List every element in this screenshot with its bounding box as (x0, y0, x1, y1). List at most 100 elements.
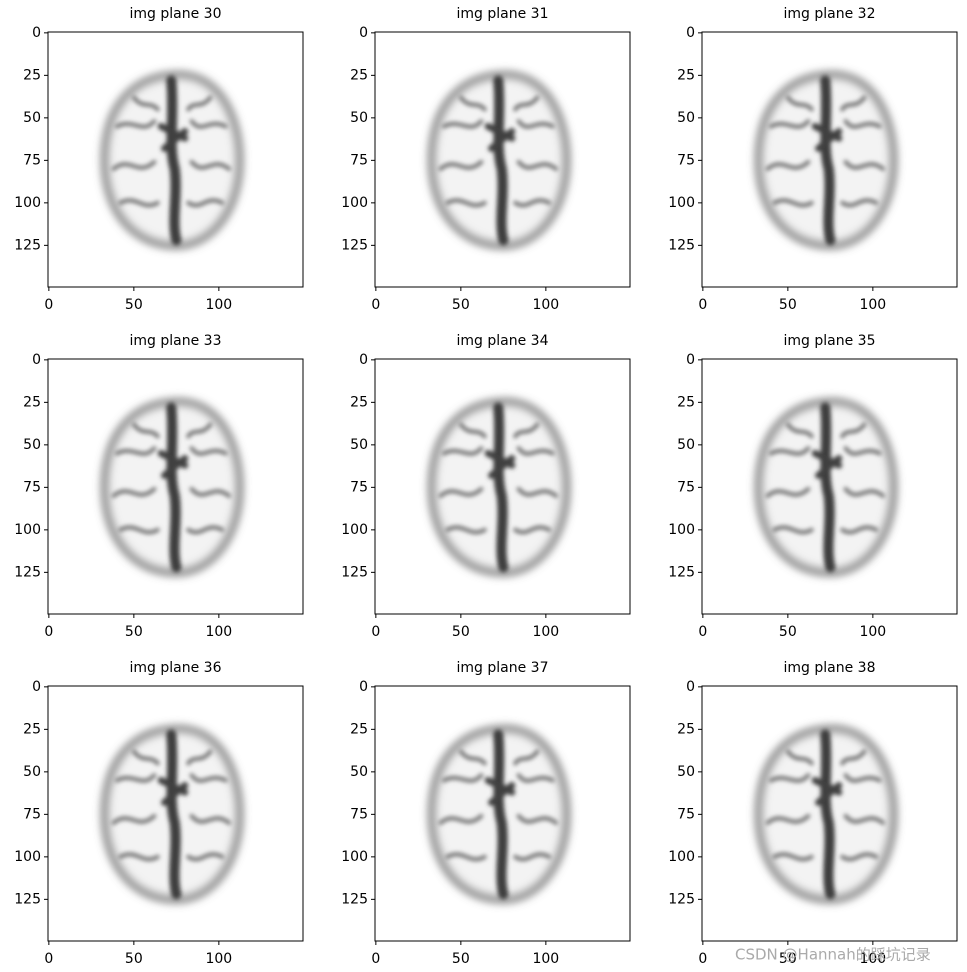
brain-image (432, 729, 566, 899)
x-tick-label: 100 (205, 297, 232, 313)
x-tick-label: 0 (698, 297, 707, 313)
y-tick-label: 75 (23, 479, 41, 495)
y-tick-label: 100 (668, 522, 695, 538)
x-tick-label: 100 (205, 624, 232, 640)
axes-frame (47, 685, 304, 942)
y-tick-label: 0 (359, 679, 368, 695)
y-tick-label: 0 (359, 25, 368, 41)
y-tick-label: 50 (677, 764, 695, 780)
y-tick-label: 50 (23, 437, 41, 453)
x-tick-label: 50 (452, 297, 470, 313)
axes-frame (701, 358, 958, 615)
axes-frame (701, 31, 958, 288)
y-tick-label: 50 (350, 110, 368, 126)
subplot-title: img plane 38 (784, 660, 876, 676)
x-tick-label: 100 (859, 297, 886, 313)
x-tick-label: 100 (532, 297, 559, 313)
y-tick-label: 100 (341, 849, 368, 865)
y-tick-label: 25 (677, 394, 695, 410)
subplot-title: img plane 30 (130, 6, 222, 22)
y-tick-label: 25 (23, 721, 41, 737)
axes-frame (374, 31, 631, 288)
y-tick-label: 125 (668, 564, 695, 580)
y-tick-label: 0 (686, 25, 695, 41)
x-tick-label: 0 (371, 297, 380, 313)
brain-image (105, 729, 239, 899)
x-tick-label: 50 (452, 624, 470, 640)
x-tick-label: 0 (371, 624, 380, 640)
y-tick-label: 75 (350, 152, 368, 168)
y-tick-label: 100 (14, 522, 41, 538)
axes-frame (374, 358, 631, 615)
y-tick-label: 75 (677, 479, 695, 495)
y-tick-label: 75 (350, 479, 368, 495)
x-tick-label: 50 (125, 297, 143, 313)
brain-image (759, 402, 893, 572)
y-tick-label: 125 (668, 237, 695, 253)
subplot-title: img plane 37 (457, 660, 549, 676)
brain-image (759, 75, 893, 245)
x-tick-label: 0 (44, 951, 53, 967)
brain-image (105, 75, 239, 245)
y-tick-label: 0 (686, 679, 695, 695)
y-tick-label: 50 (350, 437, 368, 453)
y-tick-label: 25 (350, 67, 368, 83)
brain-image (759, 729, 893, 899)
x-tick-label: 50 (779, 624, 797, 640)
subplot-title: img plane 32 (784, 6, 876, 22)
axes-frame (47, 358, 304, 615)
x-tick-label: 50 (779, 297, 797, 313)
y-tick-label: 125 (14, 891, 41, 907)
y-tick-label: 50 (677, 110, 695, 126)
y-tick-label: 125 (668, 891, 695, 907)
y-tick-label: 100 (668, 849, 695, 865)
subplot-title: img plane 33 (130, 333, 222, 349)
y-tick-label: 75 (23, 152, 41, 168)
watermark: CSDN @Hannah的踩坑记录 (735, 946, 931, 964)
x-tick-label: 100 (532, 951, 559, 967)
y-tick-label: 75 (677, 152, 695, 168)
subplot-title: img plane 35 (784, 333, 876, 349)
y-tick-label: 0 (32, 679, 41, 695)
y-tick-label: 0 (686, 352, 695, 368)
brain-image (432, 402, 566, 572)
y-tick-label: 125 (341, 564, 368, 580)
y-tick-label: 75 (677, 806, 695, 822)
x-tick-label: 100 (859, 951, 886, 967)
y-tick-label: 125 (341, 891, 368, 907)
y-tick-label: 75 (23, 806, 41, 822)
y-tick-label: 25 (23, 394, 41, 410)
x-tick-label: 0 (44, 297, 53, 313)
x-tick-label: 0 (44, 624, 53, 640)
y-tick-label: 0 (32, 352, 41, 368)
x-tick-label: 50 (125, 951, 143, 967)
y-tick-label: 50 (350, 764, 368, 780)
y-tick-label: 100 (668, 195, 695, 211)
y-tick-label: 100 (341, 522, 368, 538)
y-tick-label: 125 (341, 237, 368, 253)
x-tick-label: 50 (452, 951, 470, 967)
axes-frame (701, 685, 958, 942)
y-tick-label: 100 (341, 195, 368, 211)
y-tick-label: 100 (14, 849, 41, 865)
x-tick-label: 100 (859, 624, 886, 640)
x-tick-label: 50 (125, 624, 143, 640)
y-tick-label: 25 (350, 394, 368, 410)
brain-image (432, 75, 566, 245)
y-tick-label: 0 (32, 25, 41, 41)
subplot-title: img plane 36 (130, 660, 222, 676)
x-tick-label: 50 (779, 951, 797, 967)
y-tick-label: 75 (350, 806, 368, 822)
axes-frame (374, 685, 631, 942)
y-tick-label: 125 (14, 564, 41, 580)
axes-frame (47, 31, 304, 288)
y-tick-label: 100 (14, 195, 41, 211)
y-tick-label: 50 (677, 437, 695, 453)
y-tick-label: 25 (677, 721, 695, 737)
y-tick-label: 50 (23, 764, 41, 780)
y-tick-label: 0 (359, 352, 368, 368)
subplot-title: img plane 34 (457, 333, 549, 349)
y-tick-label: 25 (23, 67, 41, 83)
y-tick-label: 25 (677, 67, 695, 83)
